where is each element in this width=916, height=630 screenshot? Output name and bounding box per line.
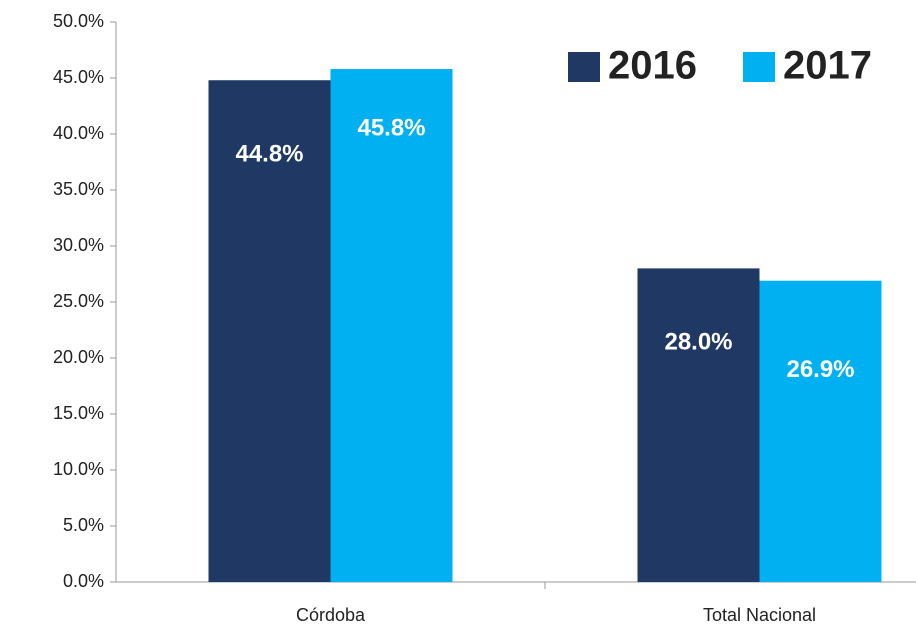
bar [637,268,760,582]
y-tick-label: 10.0% [53,459,104,479]
y-tick-label: 15.0% [53,403,104,423]
legend-label: 2017 [783,44,872,88]
y-tick-label: 20.0% [53,347,104,367]
value-label: 28.0% [664,329,732,356]
bar [330,69,453,583]
legend-swatch [568,52,600,82]
y-tick-label: 45.0% [53,67,104,87]
x-tick-label: Total Nacional [703,605,816,625]
bar [759,280,882,582]
legend-label: 2016 [608,44,697,88]
value-label: 44.8% [235,141,303,168]
y-tick-label: 25.0% [53,291,104,311]
legend-swatch [743,52,775,82]
y-tick-label: 5.0% [63,515,104,535]
value-label: 26.9% [786,356,854,383]
y-tick-label: 0.0% [63,571,104,591]
value-label: 45.8% [357,114,425,141]
y-tick-label: 50.0% [53,11,104,31]
y-tick-label: 35.0% [53,179,104,199]
bar [208,80,331,583]
y-tick-label: 30.0% [53,235,104,255]
y-tick-label: 40.0% [53,123,104,143]
x-tick-label: Córdoba [296,605,366,625]
